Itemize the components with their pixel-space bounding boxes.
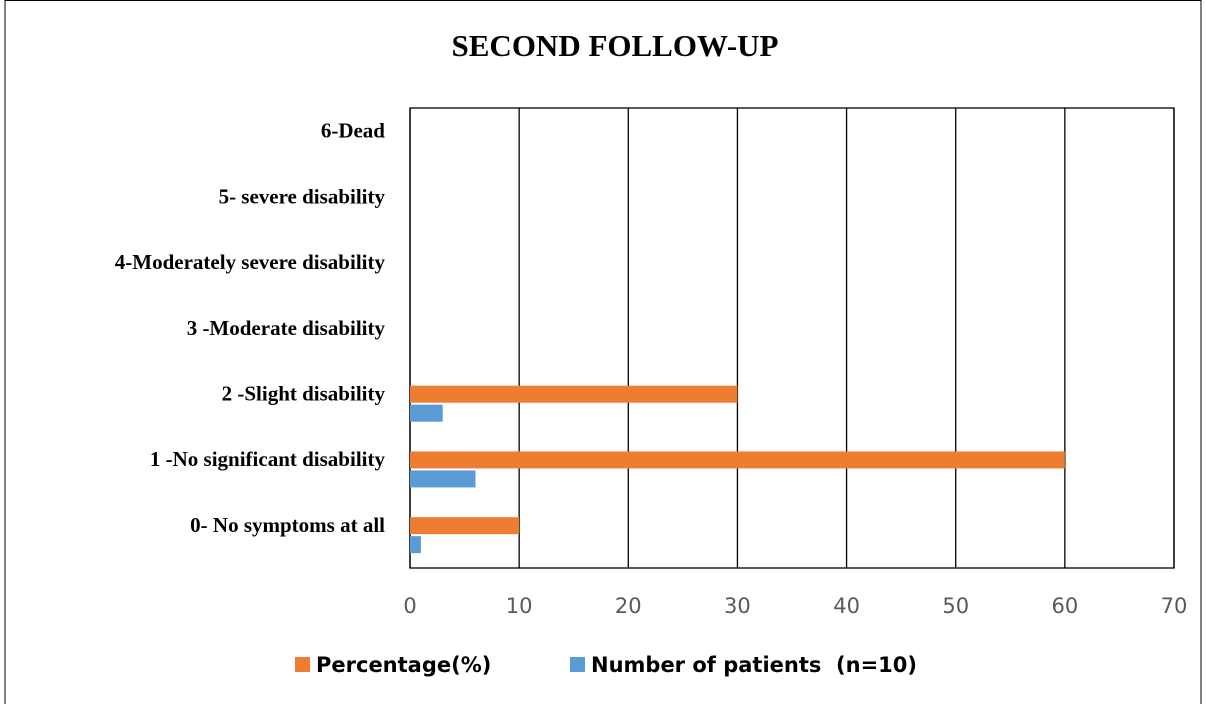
chart-title: SECOND FOLLOW-UP bbox=[452, 28, 779, 63]
y-tick-label: 0- No symptoms at all bbox=[190, 513, 385, 537]
x-tick-label: 40 bbox=[833, 594, 860, 618]
y-tick-label: 4-Moderately severe disability bbox=[115, 250, 386, 274]
bar bbox=[410, 517, 520, 535]
bar bbox=[410, 536, 421, 554]
x-tick-label: 60 bbox=[1051, 594, 1078, 618]
x-tick-label: 70 bbox=[1161, 594, 1188, 618]
x-tick-label: 20 bbox=[615, 594, 642, 618]
bar bbox=[410, 385, 738, 403]
legend-label: Percentage(%) bbox=[316, 653, 491, 677]
bar bbox=[410, 404, 443, 422]
y-tick-label: 5- severe disability bbox=[219, 184, 386, 208]
x-tick-label: 30 bbox=[724, 594, 751, 618]
x-tick-label: 10 bbox=[506, 594, 533, 618]
y-tick-label: 6-Dead bbox=[321, 119, 385, 143]
plot-border bbox=[409, 107, 1175, 569]
chart-border bbox=[4, 0, 1202, 704]
bar bbox=[410, 451, 1065, 469]
x-tick-label: 50 bbox=[942, 594, 969, 618]
bar bbox=[410, 470, 476, 488]
legend-label: Number of patients (n=10) bbox=[591, 653, 917, 677]
y-tick-label: 2 -Slight disability bbox=[222, 382, 386, 406]
legend-swatch bbox=[570, 657, 585, 672]
legend-swatch bbox=[295, 657, 310, 672]
y-tick-label: 1 -No significant disability bbox=[150, 447, 386, 471]
x-tick-label: 0 bbox=[403, 594, 416, 618]
y-tick-label: 3 -Moderate disability bbox=[187, 316, 386, 340]
